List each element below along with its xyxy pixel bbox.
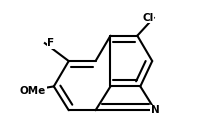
Text: Cl: Cl <box>142 13 153 23</box>
Text: F: F <box>47 38 54 48</box>
Text: OMe: OMe <box>20 86 46 96</box>
Text: N: N <box>151 105 160 115</box>
